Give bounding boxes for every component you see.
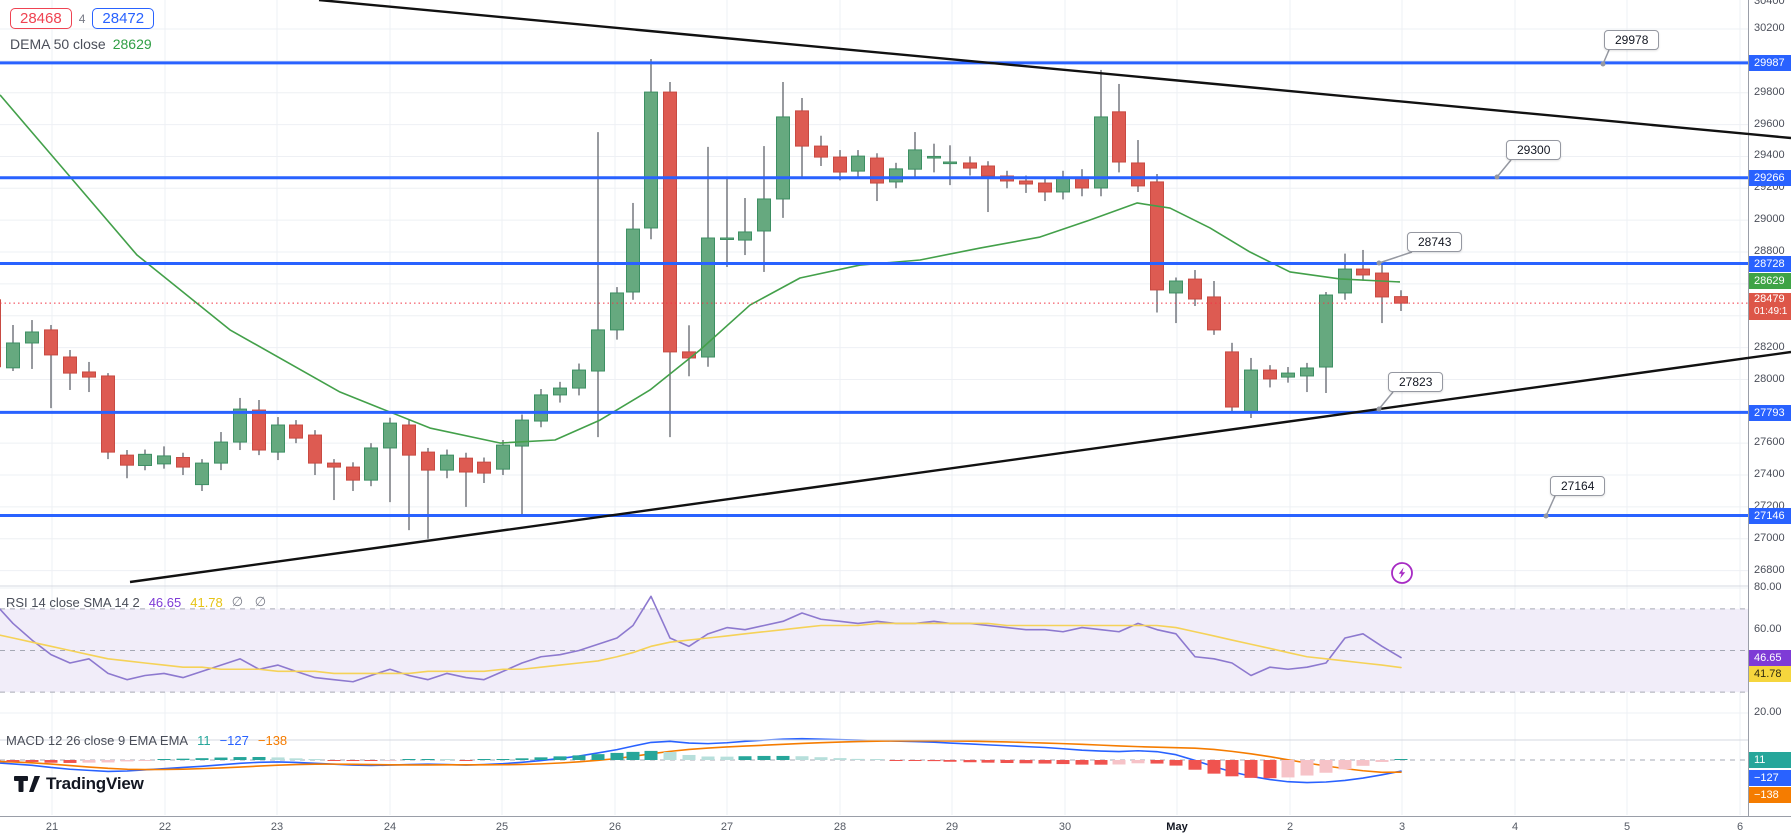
price-callout-27164[interactable]: 27164 <box>1550 476 1606 496</box>
rsi-sma-line <box>0 622 1402 675</box>
macd-hist-value: 11 <box>197 733 211 748</box>
rsi-sma-value: 41.78 <box>190 594 223 610</box>
time-label-4[interactable]: 4 <box>1511 821 1519 833</box>
time-label-5[interactable]: 5 <box>1623 821 1631 833</box>
price-badge-28728[interactable]: 28728 <box>1749 256 1791 272</box>
time-label-2[interactable]: 2 <box>1286 821 1294 833</box>
time-label-25[interactable]: 25 <box>495 821 509 833</box>
axis-label-29600: 29600 <box>1754 118 1785 130</box>
tradingview-logo-glyph <box>14 776 40 792</box>
axis-label-27000: 27000 <box>1754 532 1785 544</box>
rsi-legend[interactable]: RSI 14 close SMA 14 2 46.65 41.78 ∅ ∅ <box>6 594 270 610</box>
price-callout-28743[interactable]: 28743 <box>1407 232 1463 252</box>
price-badge-11[interactable]: 11 <box>1749 752 1791 768</box>
time-label-24[interactable]: 24 <box>383 821 397 833</box>
time-label-6[interactable]: 6 <box>1736 821 1744 833</box>
axis-label-29000: 29000 <box>1754 213 1785 225</box>
macd-legend[interactable]: MACD 12 26 close 9 EMA EMA 11 −127 −138 <box>6 733 287 748</box>
dema-label: DEMA 50 close <box>10 36 106 52</box>
candlestick-series <box>0 58 1408 539</box>
dema-legend[interactable]: DEMA 50 close 28629 <box>10 36 152 52</box>
price-badge-−138[interactable]: −138 <box>1749 787 1791 803</box>
lightning-icon[interactable] <box>1390 561 1414 585</box>
candle-countdown: 01:49:1 <box>1754 306 1788 317</box>
rsi-value: 46.65 <box>148 594 182 610</box>
quote-legend: 28468 4 28472 <box>10 8 155 29</box>
rsi-pane <box>0 595 1748 693</box>
price-callout-27823[interactable]: 27823 <box>1388 372 1444 392</box>
axis-label-28200: 28200 <box>1754 341 1785 353</box>
time-label-27[interactable]: 27 <box>720 821 734 833</box>
price-badge-29987[interactable]: 29987 <box>1749 55 1791 71</box>
price-badge-41.78[interactable]: 41.78 <box>1749 666 1791 682</box>
trendlines <box>129 0 1749 584</box>
price-callout-29978[interactable]: 29978 <box>1604 30 1660 50</box>
price-badge-28479[interactable]: 28479 01:49:1 <box>1749 293 1791 320</box>
time-label-May[interactable]: May <box>1166 821 1188 833</box>
rsi-extra-values: ∅ ∅ <box>231 594 271 609</box>
ask-badge[interactable]: 28472 <box>92 8 155 29</box>
axis-label-80.00: 80.00 <box>1754 581 1782 593</box>
macd-histogram <box>0 750 1408 779</box>
bid-badge[interactable]: 28468 <box>10 8 72 29</box>
time-label-23[interactable]: 23 <box>270 821 284 833</box>
price-axis[interactable]: 30400 30200 29800 29600 29400 29200 29000 28800… <box>1748 0 1791 816</box>
price-badge-29266[interactable]: 29266 <box>1749 170 1791 186</box>
price-badge-46.65[interactable]: 46.65 <box>1749 650 1791 666</box>
macd-line-value: −127 <box>219 733 249 748</box>
rsi-label: RSI 14 close SMA 14 2 <box>6 594 140 610</box>
tradingview-logo[interactable]: TradingView <box>14 774 144 794</box>
axis-label-26800: 26800 <box>1754 564 1785 576</box>
time-label-28[interactable]: 28 <box>833 821 847 833</box>
axis-label-20.00: 20.00 <box>1754 706 1782 718</box>
axis-label-29800: 29800 <box>1754 86 1785 98</box>
dema-line <box>0 94 1401 444</box>
time-label-22[interactable]: 22 <box>158 821 172 833</box>
axis-label-28800: 28800 <box>1754 245 1785 257</box>
callout-pointers <box>1376 49 1610 519</box>
axis-label-27400: 27400 <box>1754 468 1785 480</box>
time-label-26[interactable]: 26 <box>608 821 622 833</box>
axis-label-28000: 28000 <box>1754 373 1785 385</box>
rsi-line <box>0 595 1402 683</box>
macd-line <box>0 737 1402 784</box>
time-label-29[interactable]: 29 <box>945 821 959 833</box>
horizontal-levels <box>0 61 1748 518</box>
macd-signal-line <box>0 740 1402 774</box>
price-badge-27793[interactable]: 27793 <box>1749 405 1791 421</box>
time-label-30[interactable]: 30 <box>1058 821 1072 833</box>
price-callout-29300[interactable]: 29300 <box>1506 140 1562 160</box>
time-label-3[interactable]: 3 <box>1398 821 1406 833</box>
price-badge-28629[interactable]: 28629 <box>1749 273 1791 289</box>
spread-value: 4 <box>78 11 86 26</box>
pane-separators <box>0 585 1791 741</box>
macd-label: MACD 12 26 close 9 EMA EMA <box>6 733 189 748</box>
axis-label-27600: 27600 <box>1754 436 1785 448</box>
macd-signal-value: −138 <box>257 733 288 748</box>
price-badge-−127[interactable]: −127 <box>1749 770 1791 786</box>
axis-label-29400: 29400 <box>1754 149 1785 161</box>
dema-value: 28629 <box>112 36 152 52</box>
time-label-21[interactable]: 21 <box>45 821 59 833</box>
axis-label-30400: 30400 <box>1754 0 1785 7</box>
tradingview-logo-text: TradingView <box>46 774 144 793</box>
gridlines <box>0 0 1748 815</box>
price-badge-27146[interactable]: 27146 <box>1749 508 1791 524</box>
axis-label-30200: 30200 <box>1754 22 1785 34</box>
axis-label-60.00: 60.00 <box>1754 623 1782 635</box>
